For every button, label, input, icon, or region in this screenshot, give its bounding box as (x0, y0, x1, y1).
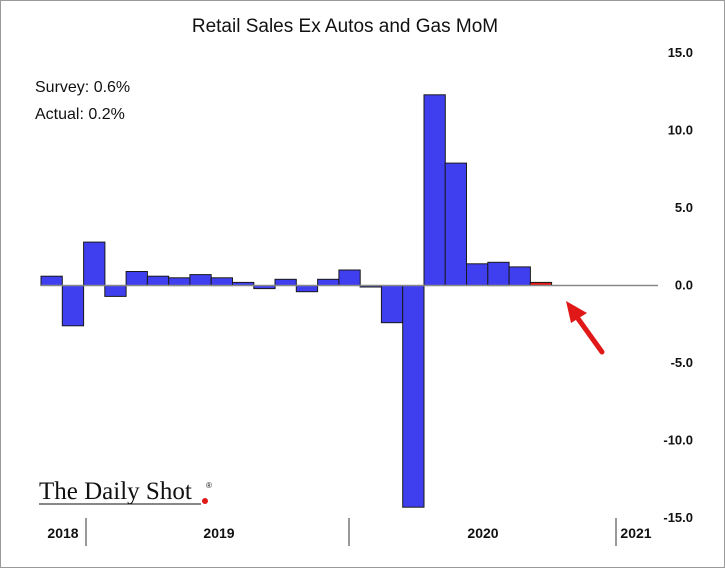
bar (508, 266, 531, 286)
y-tick-label: 0.0 (675, 278, 693, 293)
bar (402, 285, 425, 508)
bar (189, 274, 212, 287)
brand-name: The Daily Shot (39, 478, 192, 505)
brand-dot (202, 498, 208, 504)
bar (317, 278, 340, 286)
x-axis: 2018 2019 2020 2021 (47, 518, 652, 546)
bar (274, 278, 297, 286)
x-group-label: 2020 (467, 525, 498, 541)
brand-registered: ® (206, 481, 212, 490)
actual-annotation: Actual: 0.2% (35, 106, 125, 123)
highlight-arrow (566, 301, 605, 355)
bar (125, 271, 148, 286)
bar (61, 285, 85, 327)
y-tick-label: 15.0 (668, 45, 693, 60)
y-tick-label: 5.0 (675, 200, 693, 215)
y-tick-label: -5.0 (671, 355, 693, 370)
arrow-shaft (571, 310, 605, 355)
bar (210, 277, 233, 287)
bar (444, 162, 468, 287)
y-axis-ticks: 15.0 10.0 5.0 0.0 -5.0 -10.0 -15.0 (663, 45, 693, 525)
bar (338, 269, 361, 286)
bar (146, 275, 170, 287)
chart-title: Retail Sales Ex Autos and Gas MoM (192, 16, 498, 37)
bar (295, 285, 319, 293)
daily-shot-logo: The Daily Shot ® (39, 478, 212, 505)
x-group-label: 2021 (620, 525, 651, 541)
x-group-label: 2019 (203, 525, 234, 541)
bar-series (40, 94, 553, 508)
bar (466, 263, 489, 286)
y-tick-label: -15.0 (663, 510, 693, 525)
bar (423, 94, 446, 286)
survey-annotation: Survey: 0.6% (35, 79, 130, 96)
bar (380, 285, 404, 324)
bar (83, 241, 106, 287)
bar (104, 285, 127, 297)
x-group-label: 2018 (47, 525, 78, 541)
bar (487, 261, 510, 287)
bar (40, 275, 63, 287)
y-tick-label: -10.0 (663, 433, 693, 448)
arrow-head (566, 301, 587, 323)
bar (168, 277, 191, 287)
y-tick-label: 10.0 (668, 123, 693, 138)
